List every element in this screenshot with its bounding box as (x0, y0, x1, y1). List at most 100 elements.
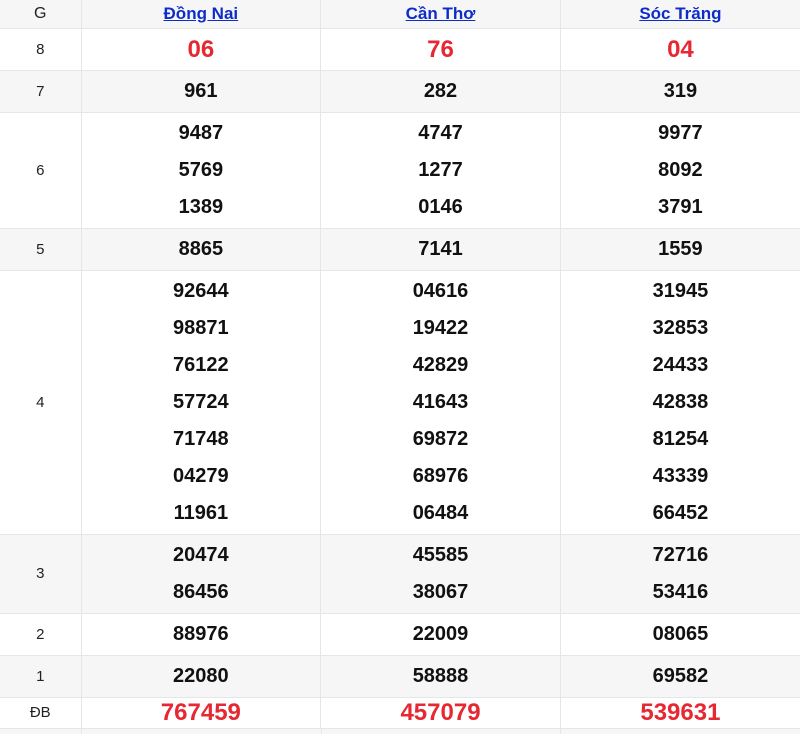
prize-cell: 9977 8092 3791 (559, 112, 800, 228)
prize-number: 69872 (412, 427, 469, 450)
prize-number: 7141 (418, 237, 463, 260)
prize-number: 539631 (640, 698, 721, 726)
prize-number: 961 (184, 79, 218, 102)
prize-cell: 69582 (559, 655, 800, 697)
province-link-dong-nai[interactable]: Đồng Nai (163, 3, 239, 23)
prize-label: 5 (36, 240, 45, 258)
prize-row-4: 4 92644 98871 76122 57724 71748 04279 11… (0, 270, 800, 534)
prize-row-7: 7 961 282 319 (0, 70, 800, 112)
prize-cell: 9487 5769 1389 (80, 112, 321, 228)
prize-number: 9977 (658, 121, 703, 144)
prize-number: 767459 (160, 698, 241, 726)
prize-cell: 04 (559, 28, 800, 70)
prize-cell: 7141 (320, 228, 561, 270)
prize-cell: 06 (80, 28, 321, 70)
prize-number: 5769 (178, 158, 224, 181)
prize-number: 11961 (173, 501, 229, 524)
prize-number: 1277 (418, 158, 463, 181)
prize-row-3: 3 20474 86456 45585 38067 72716 53416 (0, 534, 800, 613)
prize-label: 6 (36, 161, 45, 179)
prize-number: 76122 (173, 353, 229, 376)
prize-cell: 961 (80, 70, 321, 112)
prize-number: 43339 (652, 464, 709, 487)
prize-cell: 319 (559, 70, 800, 112)
prize-cell: 45585 38067 (320, 534, 561, 613)
prize-number: 45585 (412, 543, 469, 566)
prize-number: 20474 (173, 543, 229, 566)
prize-number: 4747 (418, 121, 463, 144)
prize-number: 8865 (178, 237, 224, 260)
prize-cell: 88976 (80, 613, 321, 655)
prize-number: 457079 (400, 698, 481, 726)
prize-number: 88976 (173, 622, 229, 645)
prize-number: 04279 (173, 464, 229, 487)
prize-label: 1 (36, 667, 45, 685)
prize-cell: 282 (320, 70, 561, 112)
prize-number: 42838 (652, 390, 709, 413)
prize-cell: 76 (320, 28, 561, 70)
prize-cell: 31945 32853 24433 42838 81254 43339 6645… (559, 270, 800, 534)
prize-number: 81254 (652, 427, 709, 450)
header-row: G Đồng Nai Cần Thơ Sóc Trăng (0, 0, 800, 28)
prize-number: 04 (667, 35, 694, 63)
province-header-dong-nai: Đồng Nai (80, 0, 321, 28)
prize-label: 3 (36, 565, 45, 582)
prize-number: 71748 (173, 427, 229, 450)
prize-number: 41643 (412, 390, 469, 413)
prize-cell: 58888 (320, 655, 561, 697)
prize-label: 8 (36, 40, 45, 58)
prize-number: 31945 (652, 279, 709, 302)
prize-number: 22009 (412, 622, 469, 645)
prize-cell: 08065 (559, 613, 800, 655)
prize-number: 04616 (412, 279, 469, 302)
prize-cell: 1559 (559, 228, 800, 270)
prize-number: 282 (423, 79, 458, 102)
prize-cell: 22009 (320, 613, 561, 655)
prize-cell: 22080 (80, 655, 321, 697)
prize-number: 72716 (652, 543, 709, 566)
prize-label: ĐB (29, 704, 51, 721)
prize-row-6: 6 9487 5769 1389 4747 1277 0146 9977 809… (0, 112, 800, 228)
prize-cell: 8865 (80, 228, 321, 270)
prize-label: 7 (36, 82, 45, 100)
prize-number: 22080 (173, 664, 229, 687)
prize-number: 8092 (658, 158, 703, 181)
prize-row-db: ĐB 767459 457079 539631 (0, 697, 800, 728)
prize-cell: 767459 (80, 697, 321, 728)
prize-cell: 72716 53416 (559, 534, 800, 613)
prize-cell: 04616 19422 42829 41643 69872 68976 0648… (320, 270, 561, 534)
prize-row-2: 2 88976 22009 08065 (0, 613, 800, 655)
prize-cell: 539631 (559, 697, 800, 728)
prize-number: 76 (427, 35, 454, 63)
prize-number: 24433 (652, 353, 709, 376)
prize-number: 57724 (173, 390, 229, 413)
prize-cell: 92644 98871 76122 57724 71748 04279 1196… (80, 270, 321, 534)
prize-cell: 457079 (320, 697, 561, 728)
prize-row-8: 8 06 76 04 (0, 28, 800, 70)
prize-label: 2 (36, 625, 45, 643)
prize-number: 9487 (178, 121, 224, 144)
prize-number: 19422 (412, 316, 469, 339)
prize-number: 08065 (652, 622, 709, 645)
prize-number: 0146 (418, 195, 463, 218)
province-header-soc-trang: Sóc Trăng (559, 0, 800, 28)
prize-number: 1559 (658, 237, 703, 260)
province-link-soc-trang[interactable]: Sóc Trăng (639, 3, 722, 23)
prize-row-1: 1 22080 58888 69582 (0, 655, 800, 697)
next-row-edge (0, 727, 800, 734)
prize-number: 86456 (173, 580, 229, 603)
prize-number: 38067 (412, 580, 469, 603)
prize-number: 58888 (412, 664, 469, 687)
prize-number: 32853 (652, 316, 709, 339)
prize-number: 53416 (652, 580, 709, 603)
prize-number: 69582 (652, 664, 709, 687)
province-link-can-tho[interactable]: Cần Thơ (405, 3, 476, 23)
prize-number: 06 (187, 35, 215, 63)
prize-number: 319 (663, 79, 698, 102)
prize-cell: 20474 86456 (80, 534, 321, 613)
prize-number: 66452 (652, 501, 709, 524)
prize-column-header: G (34, 4, 47, 22)
prize-number: 06484 (412, 501, 469, 524)
prize-cell: 4747 1277 0146 (320, 112, 561, 228)
